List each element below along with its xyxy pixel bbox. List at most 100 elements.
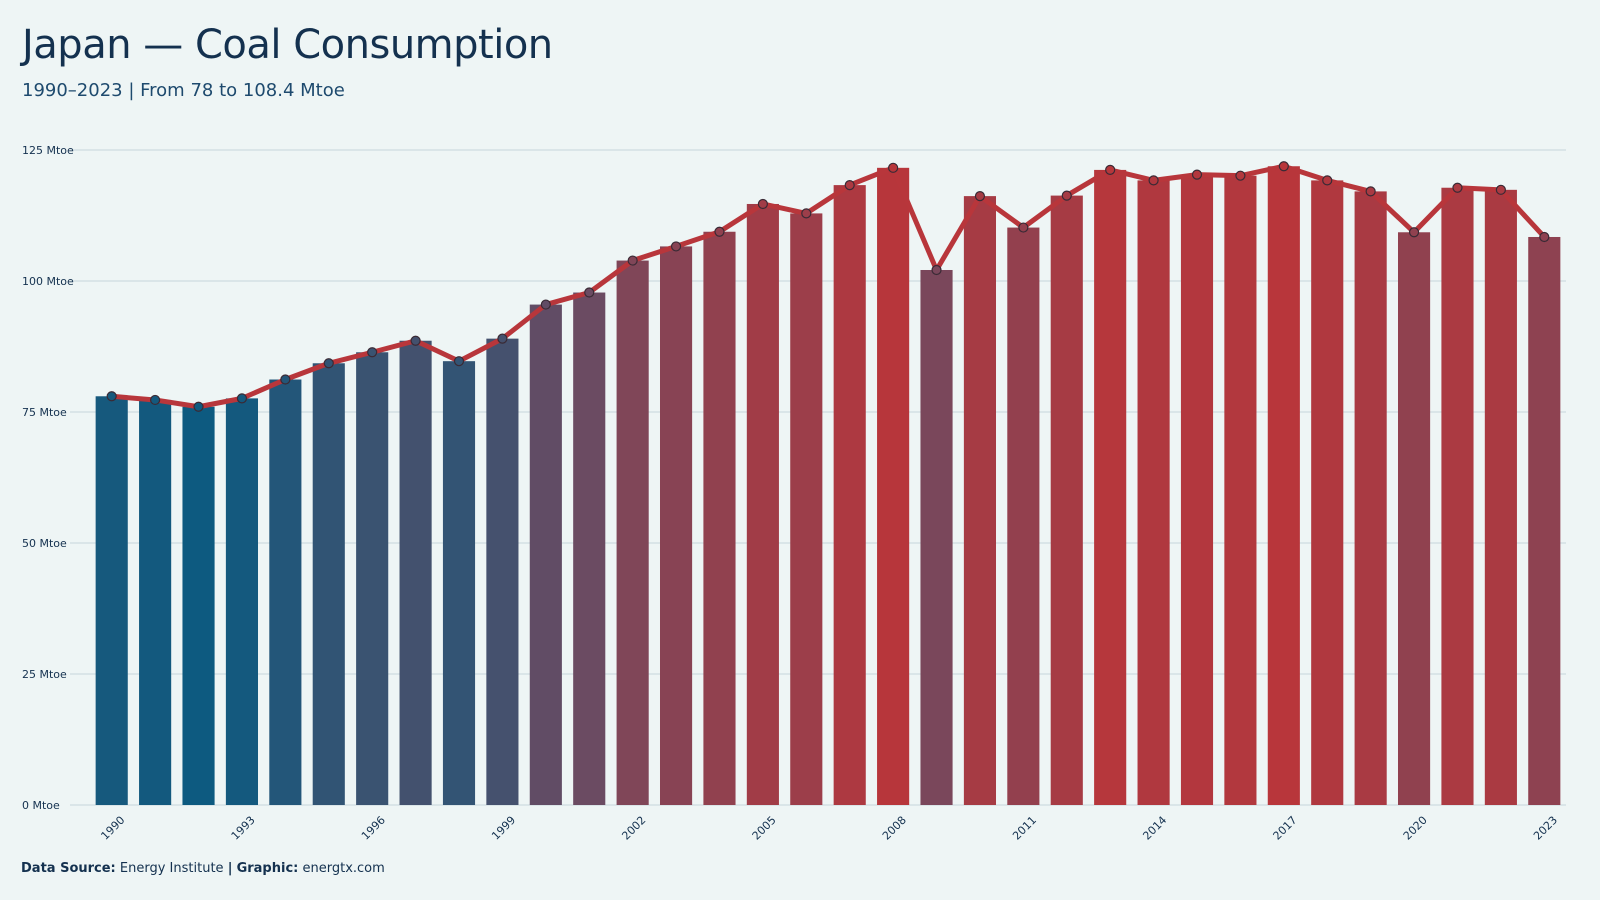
point-2008 [888, 162, 899, 173]
point-2002 [627, 255, 638, 266]
bar-2021 [1441, 187, 1474, 805]
bar-2017 [1267, 166, 1300, 805]
point-2012 [1061, 190, 1072, 201]
chart-subtitle: 1990–2023 | From 78 to 108.4 Mtoe [22, 80, 345, 101]
point-2017 [1278, 161, 1289, 172]
y-tick-label: 100 Mtoe [22, 275, 74, 288]
point-1995 [323, 358, 334, 369]
graphic-value: energtx.com [302, 861, 385, 876]
x-tick-label: 2005 [750, 814, 779, 843]
bar-2022 [1484, 189, 1517, 806]
x-tick-label: 1990 [98, 814, 127, 843]
point-1998 [453, 356, 465, 367]
bar-2007 [833, 185, 866, 805]
bar-2023 [1528, 236, 1561, 805]
bar-1996 [356, 352, 389, 805]
bar-2006 [790, 213, 823, 806]
y-tick-label: 0 Mtoe [22, 799, 60, 812]
x-tick-label: 1999 [489, 814, 518, 843]
bar-1994 [269, 379, 302, 805]
footer-separator: | [227, 861, 233, 876]
bar-1997 [399, 340, 432, 805]
bar-2002 [616, 260, 649, 806]
bar-series [95, 166, 1561, 806]
graphic-label: Graphic: [236, 861, 299, 876]
x-tick-label: 1996 [359, 814, 388, 843]
bar-2018 [1311, 180, 1344, 806]
bar-1995 [312, 363, 345, 805]
bar-2016 [1224, 175, 1257, 805]
point-2015 [1191, 169, 1203, 180]
bar-1992 [182, 406, 215, 805]
x-tick-label: 2020 [1401, 814, 1430, 843]
x-tick-label: 2008 [880, 814, 909, 843]
point-2005 [757, 198, 768, 210]
point-1999 [497, 333, 508, 344]
point-2022 [1495, 184, 1506, 195]
point-2004 [714, 226, 725, 237]
point-2013 [1105, 164, 1116, 176]
bar-2004 [703, 231, 736, 805]
point-2016 [1235, 170, 1246, 181]
point-2020 [1408, 227, 1420, 238]
point-2011 [1018, 222, 1029, 233]
x-tick-label: 2017 [1271, 814, 1300, 843]
bar-1993 [225, 398, 259, 805]
point-1994 [280, 374, 291, 385]
bar-2011 [1007, 227, 1040, 805]
footer-credits: Data Source: Energy Institute | Graphic:… [21, 861, 385, 876]
point-2006 [801, 208, 812, 219]
point-1997 [410, 335, 421, 346]
bar-2008 [877, 167, 910, 806]
point-1993 [236, 393, 248, 404]
bar-1999 [486, 338, 519, 805]
x-tick-label: 2014 [1140, 814, 1169, 843]
y-tick-label: 25 Mtoe [22, 668, 67, 681]
point-2001 [584, 287, 595, 298]
bar-1998 [442, 361, 476, 805]
point-2009 [931, 264, 942, 276]
source-value: Energy Institute [119, 861, 224, 876]
x-tick-label: 2023 [1531, 814, 1560, 843]
point-2018 [1322, 175, 1333, 186]
x-tick-label: 2011 [1010, 814, 1039, 843]
bar-2012 [1050, 195, 1083, 805]
bar-2019 [1354, 191, 1387, 805]
x-tick-label: 1993 [229, 814, 258, 843]
point-2003 [670, 241, 682, 252]
bar-2010 [963, 196, 997, 805]
line-series [109, 163, 1547, 410]
bar-1990 [95, 396, 128, 805]
chart-title: Japan — Coal Consumption [22, 22, 553, 68]
point-2007 [844, 180, 855, 191]
point-1991 [150, 394, 161, 406]
consumption-line [109, 163, 1547, 410]
point-1996 [367, 347, 378, 358]
point-2014 [1148, 175, 1159, 186]
x-tick-label: 2002 [619, 814, 648, 843]
point-2010 [974, 191, 986, 202]
point-2023 [1539, 231, 1550, 243]
bar-1991 [139, 399, 172, 805]
x-axis-tick-labels: 1990 1993 1996 1999 2002 2005 2008 2011 2014 2017… [98, 814, 1560, 843]
line-markers [106, 161, 1550, 412]
bar-2003 [659, 246, 693, 805]
point-1992 [193, 401, 204, 412]
bar-2013 [1094, 169, 1127, 806]
y-tick-label: 125 Mtoe [22, 144, 74, 157]
bar-2001 [573, 292, 606, 805]
bar-2014 [1137, 180, 1170, 806]
y-tick-label: 50 Mtoe [22, 537, 67, 550]
y-axis-tick-labels: 0 Mtoe 25 Mtoe 50 Mtoe 75 Mtoe 100 Mtoe 125 M… [22, 144, 74, 812]
bar-2005 [746, 203, 779, 806]
bar-2000 [529, 304, 562, 805]
point-2000 [540, 299, 551, 310]
point-2021 [1452, 182, 1463, 193]
y-tick-label: 75 Mtoe [22, 406, 67, 419]
bar-2009 [920, 269, 953, 806]
point-1990 [106, 391, 117, 402]
source-label: Data Source: [21, 861, 116, 876]
point-2019 [1365, 186, 1376, 197]
bar-2015 [1180, 174, 1214, 806]
